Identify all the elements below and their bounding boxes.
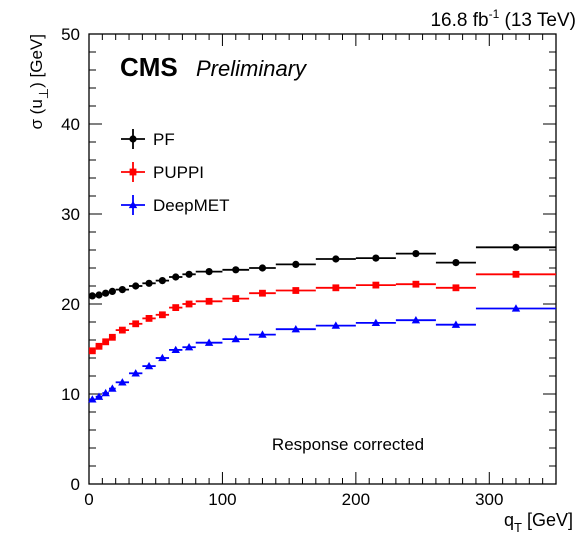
data-point <box>371 318 381 327</box>
data-point <box>158 277 166 285</box>
data-point <box>452 259 460 267</box>
y-tick-label: 20 <box>61 295 80 314</box>
data-point <box>118 326 126 334</box>
data-point <box>412 250 420 258</box>
experiment-label: CMS <box>120 52 178 82</box>
x-tick-label: 0 <box>84 490 93 509</box>
data-point <box>205 297 213 305</box>
data-point <box>144 361 154 370</box>
data-point <box>258 330 267 338</box>
annotation-label: Response corrected <box>272 435 424 454</box>
y-tick-label: 50 <box>61 25 80 44</box>
data-point <box>291 325 301 333</box>
data-point <box>172 273 180 281</box>
data-point <box>332 255 340 263</box>
data-point <box>451 320 461 328</box>
data-point <box>292 287 300 294</box>
data-point <box>94 392 104 400</box>
data-point <box>95 342 103 350</box>
data-point <box>101 388 110 397</box>
legend-marker <box>129 168 137 176</box>
y-tick-label: 30 <box>61 205 80 224</box>
data-point <box>232 295 240 302</box>
data-point <box>108 333 116 341</box>
data-point <box>204 338 214 346</box>
data-point <box>452 284 460 292</box>
legend-item-deepmet: DeepMET <box>121 195 230 215</box>
data-point <box>158 353 167 362</box>
y-tick-label: 10 <box>61 385 80 404</box>
y-tick-label: 0 <box>71 475 80 494</box>
legend-label: PUPPI <box>153 163 204 182</box>
data-point <box>131 369 140 377</box>
data-point <box>171 345 180 354</box>
legend-marker <box>128 200 138 209</box>
data-point <box>158 311 166 319</box>
axis-tick-labels: 0 100 200 300 0 10 20 30 40 50 <box>61 25 503 509</box>
legend: PF PUPPI DeepMET <box>121 129 230 215</box>
x-tick-label: 300 <box>475 490 503 509</box>
data-point <box>512 243 520 251</box>
y-tick-label: 40 <box>61 115 80 134</box>
status-label: Preliminary <box>196 56 308 81</box>
data-point <box>232 266 240 274</box>
axis-ticks <box>88 33 557 485</box>
data-point <box>512 270 520 278</box>
data-point <box>118 378 127 386</box>
x-tick-label: 100 <box>208 490 236 509</box>
legend-item-pf: PF <box>121 129 175 149</box>
data-point <box>88 347 96 355</box>
legend-marker <box>129 135 137 143</box>
lumi-label: 16.8 fb-1 (13 TeV) <box>430 7 576 31</box>
series-pf <box>88 243 556 300</box>
data-point <box>372 281 380 289</box>
data-point <box>102 338 110 346</box>
data-point <box>231 334 240 343</box>
plot-frame <box>88 33 557 485</box>
y-axis-label: σ (u⊥) [GeV] <box>27 34 51 130</box>
x-tick-label: 200 <box>342 490 370 509</box>
data-point <box>88 292 96 300</box>
data-point <box>205 268 213 276</box>
data-point <box>412 280 420 288</box>
legend-label: DeepMET <box>153 196 230 215</box>
legend-item-puppi: PUPPI <box>121 162 204 182</box>
data-point <box>118 286 126 294</box>
series-deepmet <box>88 304 556 403</box>
data-point <box>132 320 140 328</box>
data-point <box>145 279 153 287</box>
data-point <box>258 264 267 272</box>
data-point <box>332 284 340 292</box>
data-point <box>259 289 266 297</box>
series-puppi <box>88 270 556 355</box>
x-axis-label: qT [GeV] <box>504 510 573 535</box>
data-point <box>372 254 380 262</box>
data-point <box>145 315 153 322</box>
legend-label: PF <box>153 130 175 149</box>
data-point <box>95 291 103 299</box>
data-point <box>511 304 521 312</box>
data-point <box>108 384 117 392</box>
data-point <box>292 260 300 268</box>
data-point <box>185 270 193 278</box>
data-point <box>102 289 110 297</box>
data-point <box>331 321 341 329</box>
data-series <box>88 243 556 403</box>
data-point <box>411 316 421 324</box>
data-point <box>88 395 97 403</box>
data-point <box>185 300 193 308</box>
data-point <box>172 304 180 311</box>
data-point <box>108 287 116 295</box>
data-point <box>132 282 140 290</box>
data-point <box>184 343 194 351</box>
